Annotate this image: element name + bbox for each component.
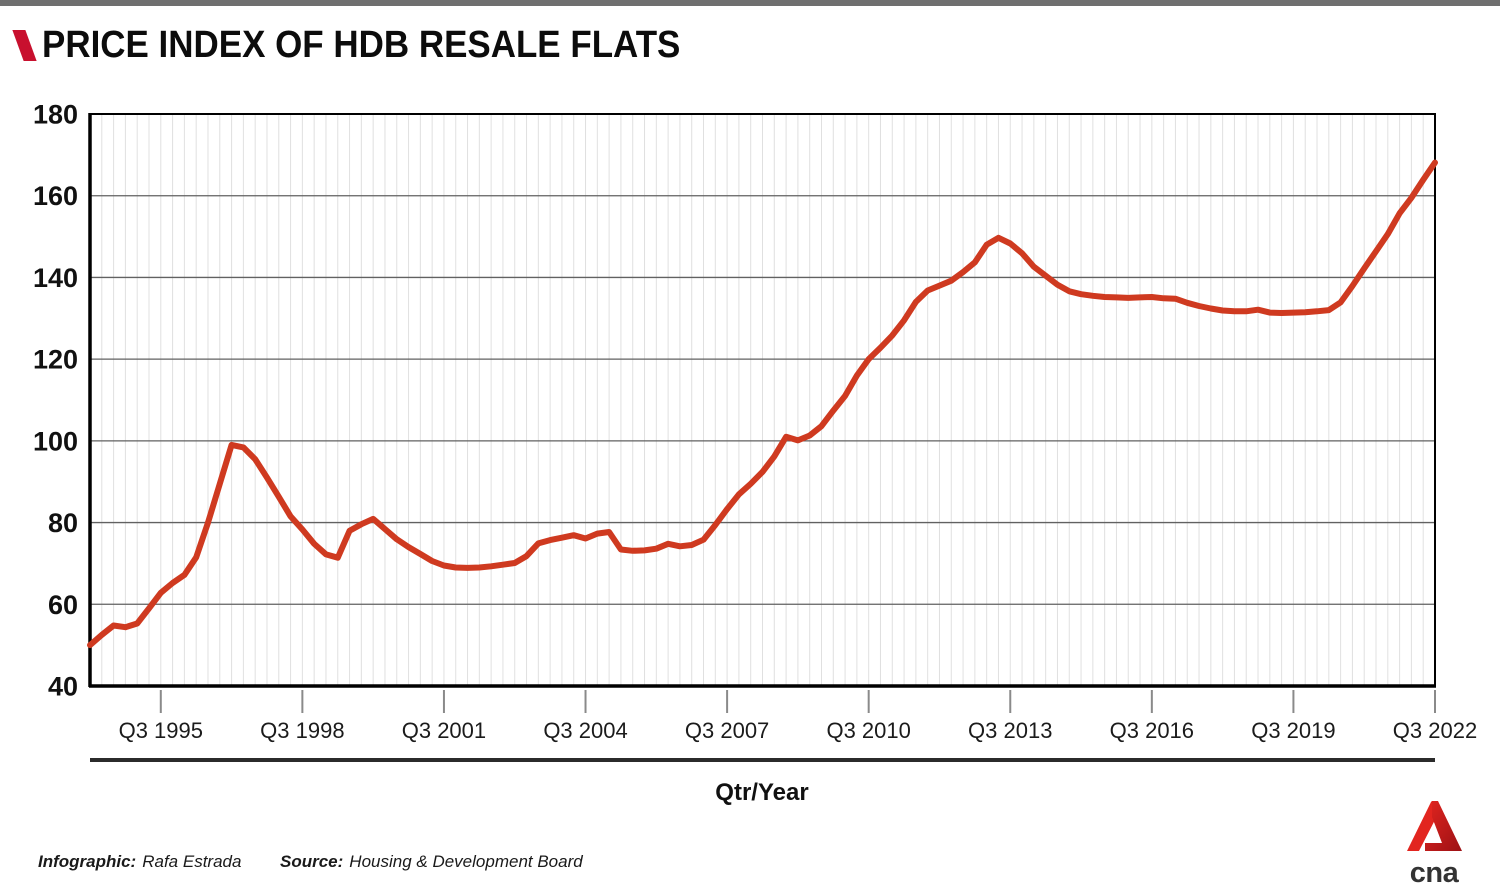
x-tick-label: Q3 2007 — [685, 718, 769, 743]
x-tick-label: Q3 2016 — [1110, 718, 1194, 743]
y-tick-label-160: 160 — [33, 181, 78, 211]
price-line — [87, 159, 1438, 649]
cna-wordmark: cna — [1409, 857, 1459, 889]
quarter-gridlines — [101, 114, 1424, 686]
infographic-value: Rafa Estrada — [142, 852, 242, 871]
infographic-label: Infographic: — [38, 852, 137, 871]
x-tick-label: Q3 2001 — [402, 718, 486, 743]
footer: Infographic: Rafa Estrada Source: Housing … — [0, 852, 1500, 882]
x-tick-label: Q3 2013 — [968, 718, 1052, 743]
top-bar — [0, 0, 1500, 6]
cna-logo-mark — [1407, 801, 1462, 851]
x-tick-label: Q3 2022 — [1393, 718, 1477, 743]
y-tick-label-100: 100 — [33, 426, 78, 456]
y-tick-label-60: 60 — [48, 590, 78, 620]
horizontal-gridlines — [90, 195, 1435, 605]
x-tick-label: Q3 2019 — [1251, 718, 1335, 743]
x-tick-label: Q3 1995 — [119, 718, 203, 743]
source-credit: Source: Housing & Development Board — [280, 852, 583, 872]
header: PRICE INDEX OF HDB RESALE FLATS — [12, 24, 736, 67]
source-value: Housing & Development Board — [349, 852, 583, 871]
hdb-price-index-line — [87, 159, 1438, 649]
source-label: Source: — [280, 852, 344, 871]
plot-border — [88, 113, 1436, 688]
x-axis-labels: Q3 1995 Q3 1998 Q3 2001 Q3 2004 Q3 2007 Q3 20… — [119, 690, 1477, 743]
y-axis-labels: 40 60 80 100 120 140 160 180 — [33, 100, 78, 702]
y-tick-label-140: 140 — [33, 263, 78, 293]
x-tick-label: Q3 2010 — [826, 718, 910, 743]
x-tick-label: Q3 1998 — [260, 718, 344, 743]
infographic-credit: Infographic: Rafa Estrada — [38, 852, 241, 872]
cna-logo: cna — [1404, 800, 1464, 888]
page-title: PRICE INDEX OF HDB RESALE FLATS — [42, 24, 681, 66]
y-tick-label-80: 80 — [48, 508, 78, 538]
cna-mark-right-leg — [1425, 801, 1462, 851]
x-axis-title: Qtr/Year — [715, 779, 808, 806]
y-tick-label-40: 40 — [48, 672, 78, 702]
y-tick-label-120: 120 — [33, 345, 78, 375]
y-tick-label-180: 180 — [33, 100, 78, 130]
x-tick-label: Q3 2004 — [543, 718, 627, 743]
cna-mark-left-leg — [1407, 801, 1438, 851]
